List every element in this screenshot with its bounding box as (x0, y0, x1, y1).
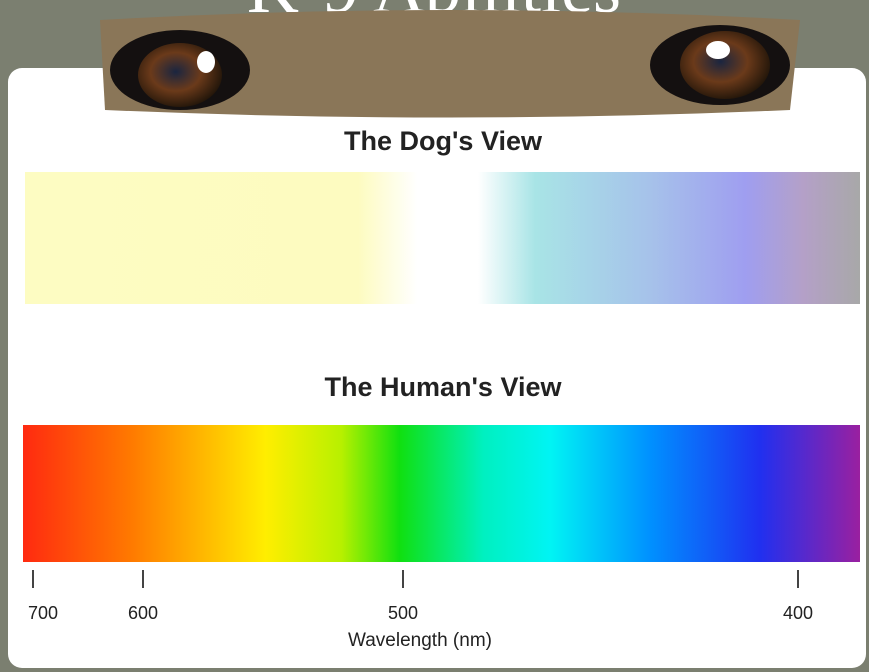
human-spectrum (23, 425, 860, 562)
tick-label: 500 (388, 603, 418, 623)
slide: K-9 Abilities The Dog's View The Human's… (0, 0, 869, 672)
dog-view-title: The Dog's View (344, 126, 543, 156)
dog-spectrum-warm (25, 172, 417, 304)
dog-spectrum-cool (478, 172, 860, 304)
tick-label: 400 (783, 603, 813, 623)
dog-eyes-photo (100, 10, 800, 118)
tick-label: 700 (28, 603, 58, 623)
panel (8, 68, 866, 668)
human-view-title: The Human's View (325, 372, 563, 402)
axis-label: Wavelength (nm) (348, 630, 492, 651)
tick-label: 600 (128, 603, 158, 623)
